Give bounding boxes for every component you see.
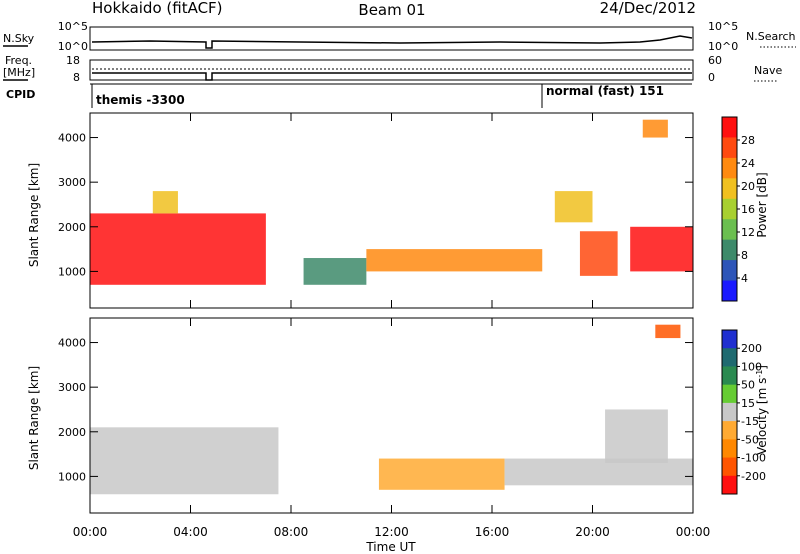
velocity-colorbar-tick: -15 — [741, 415, 759, 428]
power-ylabel: Slant Range [km] — [27, 163, 41, 267]
power-ytick-label: 3000 — [58, 176, 86, 189]
velocity-region — [655, 324, 681, 339]
velocity-colorbar-segment — [722, 348, 737, 367]
station-title: Hokkaido (fitACF) — [92, 0, 223, 17]
velocity-colorbar-segment — [722, 475, 737, 495]
cpid-label: CPID — [6, 88, 35, 101]
freq-panel — [89, 59, 694, 81]
nave-tick-top: 60 — [708, 54, 722, 67]
nsky-panel — [89, 26, 694, 51]
power-region — [554, 191, 593, 223]
velocity-ytick-label: 4000 — [58, 337, 86, 350]
velocity-heatmap — [90, 324, 693, 495]
velocity-colorbar-segment — [722, 421, 737, 440]
power-panel: 1000 2000 3000 4000 Slant Range [km] — [27, 112, 694, 309]
power-colorbar: 28 24 20 16 12 8 4 — [721, 116, 755, 302]
velocity-colorbar-tick: 100 — [741, 360, 762, 373]
cpid-entry-2: normal (fast) 151 — [546, 84, 664, 98]
power-colorbar-tick: 20 — [741, 180, 755, 193]
power-colorbar-tick: 16 — [741, 203, 755, 216]
velocity-ylabel: Slant Range [km] — [27, 366, 41, 470]
x-axis: 00:00 04:00 08:00 12:00 16:00 20:00 00:00 — [73, 525, 711, 539]
velocity-colorbar-segment — [722, 384, 737, 404]
velocity-colorbar-tick: 200 — [741, 342, 762, 355]
velocity-colorbar-segment — [722, 330, 737, 349]
power-colorbar-tick: 12 — [741, 226, 755, 239]
nsky-label: N.Sky — [3, 32, 35, 45]
power-colorbar-tick: 24 — [741, 157, 755, 170]
power-region — [630, 226, 693, 272]
x-tick-label: 12:00 — [374, 525, 409, 539]
power-colorbar-segment — [722, 260, 737, 282]
velocity-panel: 1000 2000 3000 4000 Slant Range [km] — [27, 317, 694, 514]
power-colorbar-segment — [722, 137, 737, 159]
freq-label-1: Freq. — [5, 54, 32, 67]
nsky-tick-bottom: 10^0 — [58, 40, 88, 53]
nsearch-label: N.Search — [746, 30, 796, 43]
x-tick-label: 00:00 — [676, 525, 711, 539]
power-colorbar-segment — [722, 157, 737, 179]
velocity-colorbar-segment — [722, 366, 737, 386]
freq-label-2: [MHz] — [3, 66, 35, 79]
velocity-colorbar-tick: -200 — [741, 470, 766, 483]
x-tick-label: 16:00 — [475, 525, 510, 539]
power-region — [642, 119, 668, 138]
nsky-tick-top: 10^5 — [58, 20, 88, 33]
velocity-colorbar-label: Velocity [m s-1] — [755, 365, 769, 455]
power-region — [90, 213, 266, 285]
freq-tick-top: 18 — [66, 54, 80, 67]
power-colorbar-segment — [722, 117, 737, 138]
power-colorbar-segment — [722, 219, 737, 241]
velocity-ytick-label: 2000 — [58, 426, 86, 439]
velocity-region — [378, 458, 505, 490]
freq-line — [92, 72, 692, 81]
velocity-colorbar-tick: 15 — [741, 397, 755, 410]
velocity-colorbar-tick: -100 — [741, 452, 766, 465]
velocity-colorbar-segment — [722, 457, 737, 477]
power-ytick-label: 1000 — [58, 265, 86, 278]
nsky-right-tick-top: 10^5 — [708, 20, 738, 33]
power-ytick-label: 4000 — [58, 132, 86, 145]
date-title: 24/Dec/2012 — [600, 0, 696, 17]
cpid-entry-1: themis -3300 — [96, 93, 185, 107]
power-colorbar-segment — [722, 198, 737, 220]
nave-label: Nave — [754, 64, 782, 77]
velocity-region — [605, 409, 668, 464]
nsky-right-tick-bottom: 10^0 — [708, 40, 738, 53]
power-colorbar-segment — [722, 239, 737, 261]
power-heatmap — [90, 119, 693, 285]
power-ytick-label: 2000 — [58, 221, 86, 234]
x-tick-label: 20:00 — [575, 525, 610, 539]
velocity-ytick-label: 3000 — [58, 381, 86, 394]
power-colorbar-label: Power [dB] — [755, 172, 769, 237]
velocity-region — [90, 427, 279, 495]
x-tick-label: 04:00 — [173, 525, 208, 539]
nsky-line — [91, 35, 693, 49]
power-region — [303, 258, 367, 285]
power-colorbar-tick: 4 — [741, 272, 748, 285]
x-tick-label: 08:00 — [274, 525, 309, 539]
velocity-colorbar: 200 100 50 15 -15 -50 -100 -200 — [721, 329, 766, 495]
freq-tick-bottom: 8 — [73, 71, 80, 84]
power-colorbar-tick: 8 — [741, 249, 748, 262]
velocity-ytick-label: 1000 — [58, 470, 86, 483]
velocity-colorbar-segment — [722, 402, 737, 422]
velocity-colorbar-tick: -50 — [741, 433, 759, 446]
power-colorbar-segment — [722, 178, 737, 200]
velocity-colorbar-tick: 50 — [741, 379, 755, 392]
velocity-colorbar-segment — [722, 439, 737, 459]
power-colorbar-tick: 28 — [741, 134, 755, 147]
power-region — [579, 231, 618, 276]
nave-tick-bottom: 0 — [708, 71, 715, 84]
beam-title: Beam 01 — [358, 1, 425, 19]
power-region — [152, 191, 178, 214]
x-tick-label: 00:00 — [73, 525, 108, 539]
power-region — [366, 249, 543, 272]
x-axis-label: Time UT — [365, 540, 416, 554]
power-colorbar-segment — [722, 280, 737, 302]
